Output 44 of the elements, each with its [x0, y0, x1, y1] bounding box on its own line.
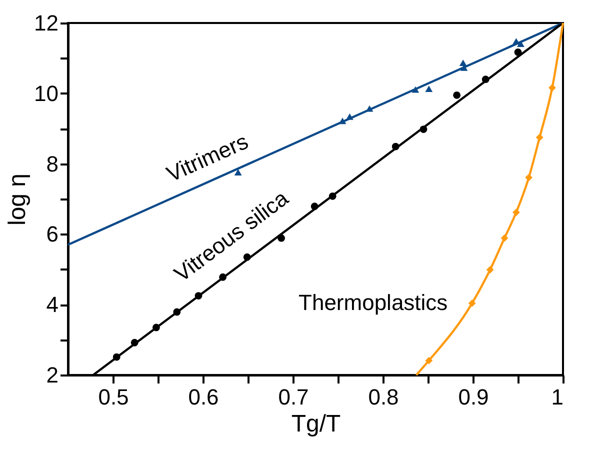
point [152, 324, 160, 332]
point [173, 308, 181, 316]
point [425, 86, 433, 92]
series-label: Thermoplastics [298, 290, 448, 315]
point [459, 60, 467, 66]
point [486, 266, 494, 274]
point [420, 126, 428, 134]
y-tick-label: 4 [46, 292, 58, 318]
point [512, 208, 520, 216]
point [194, 292, 202, 300]
point [112, 353, 120, 361]
point [130, 338, 138, 346]
point [525, 174, 533, 182]
x-tick-label: 0.6 [188, 384, 219, 410]
point [346, 113, 354, 120]
x-tick-label: 0.7 [278, 384, 309, 410]
point [328, 192, 336, 200]
point [548, 84, 556, 92]
y-tick-label: 12 [34, 10, 58, 36]
point [500, 234, 508, 242]
point [338, 118, 346, 124]
point [516, 40, 524, 47]
x-tick-label: 0.9 [458, 384, 489, 410]
x-tick-label: 0.8 [368, 384, 399, 410]
y-tick-label: 2 [46, 362, 58, 388]
y-axis-title: log η [4, 173, 32, 226]
y-tick-label: 6 [46, 222, 58, 247]
point [425, 356, 433, 364]
point [412, 86, 420, 93]
point [392, 142, 400, 150]
point [536, 134, 544, 142]
point [514, 48, 522, 56]
y-tick-label: 10 [34, 80, 58, 106]
point [482, 76, 490, 84]
point [468, 299, 476, 307]
point [366, 105, 374, 112]
x-tick-label: 1 [551, 384, 564, 410]
point [512, 38, 520, 45]
point [278, 234, 286, 242]
point [453, 91, 461, 99]
y-tick-label: 8 [46, 151, 58, 176]
x-axis-title: Tg/T [291, 410, 342, 438]
x-tick-label: 0.5 [98, 384, 129, 410]
point [310, 202, 318, 210]
